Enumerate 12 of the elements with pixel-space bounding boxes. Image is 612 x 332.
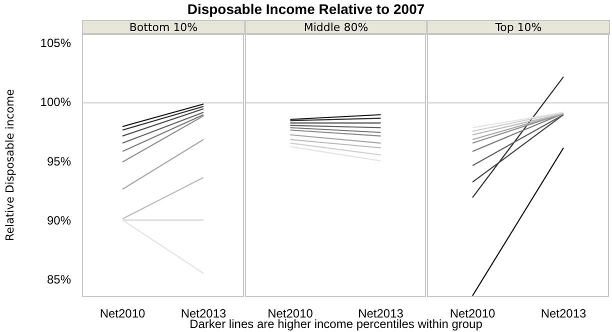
panel-header: Bottom 10% <box>82 20 245 35</box>
panel-header: Middle 80% <box>245 20 427 35</box>
panel-header: Top 10% <box>427 20 610 35</box>
y-tick-label: 90% <box>46 214 72 228</box>
y-tick-label: 100% <box>40 95 72 110</box>
x-tick-label: Net2010 <box>100 306 146 321</box>
y-tick-label: 85% <box>46 272 72 287</box>
y-tick-label: 95% <box>46 154 72 168</box>
x-tick-label: Net2013 <box>540 306 587 321</box>
y-tick-label: 105% <box>40 36 72 50</box>
y-axis-title: Relative Disposable income <box>3 88 16 241</box>
text: Disposable Income Relative to 2007 <box>186 1 426 17</box>
